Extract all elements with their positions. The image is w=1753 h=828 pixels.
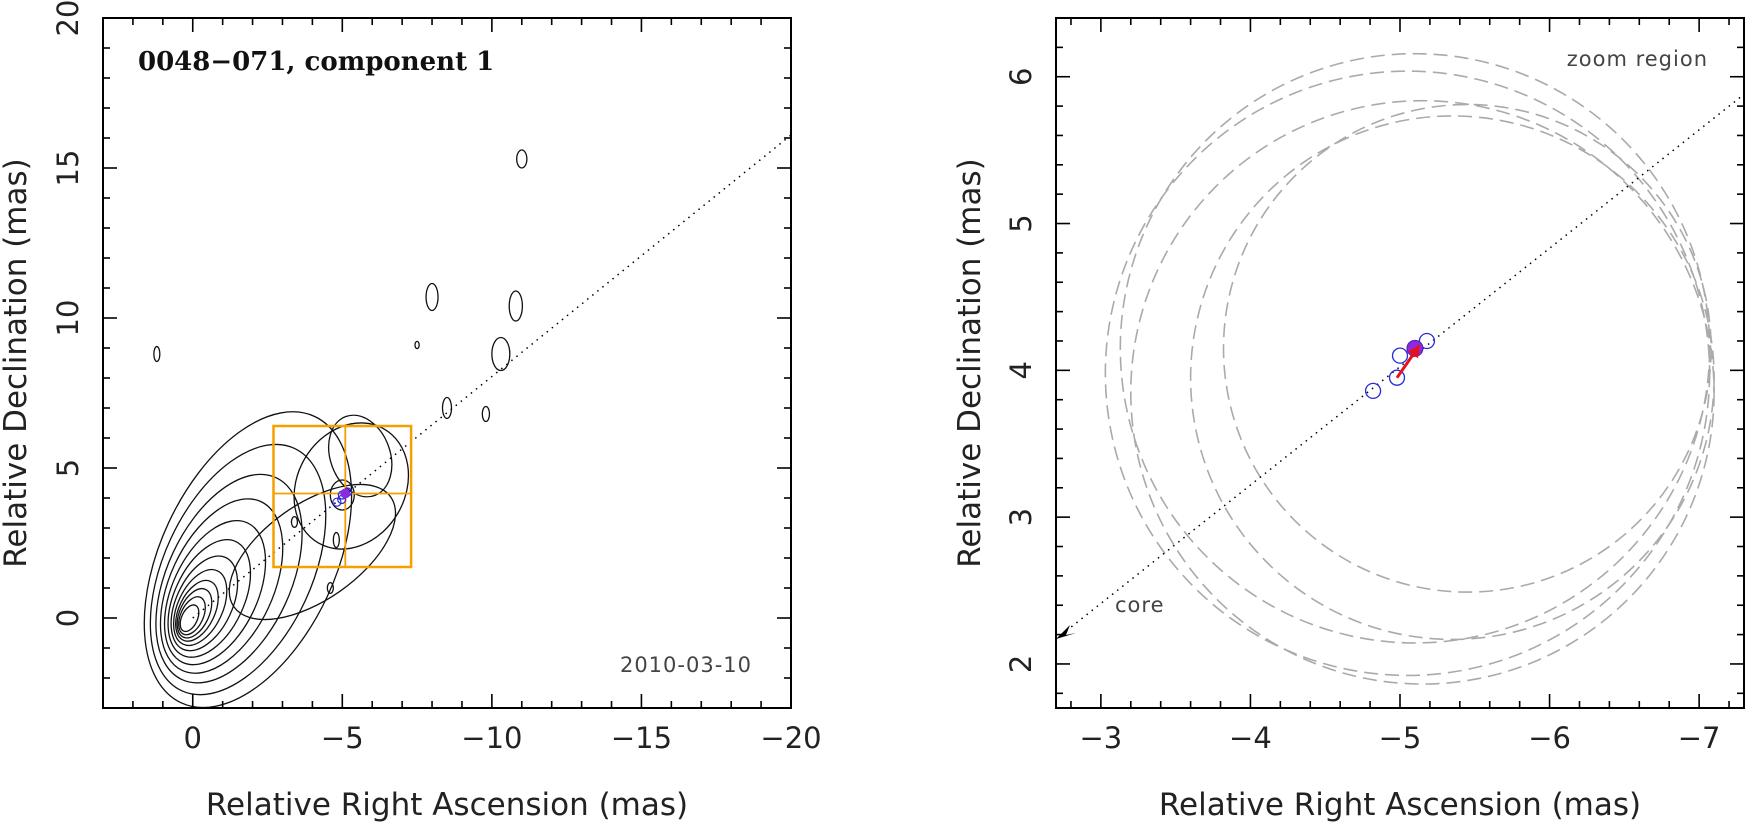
x-tick-label: −6 xyxy=(1528,721,1571,755)
observation-date: 2010-03-10 xyxy=(620,653,752,677)
core-contour xyxy=(172,568,228,647)
left-y-axis-label: Relative Declination (mas) xyxy=(0,158,34,568)
isolated-contour xyxy=(516,149,528,169)
isolated-contour xyxy=(326,581,334,595)
x-tick-label: −10 xyxy=(461,721,522,755)
right-axis-ticks: −3 −4 −5 −6 −7 2 3 4 5 6 xyxy=(1004,17,1744,755)
component-position-marker xyxy=(1388,369,1406,386)
y-tick-label: 0 xyxy=(51,609,85,627)
y-tick-label: 3 xyxy=(1004,508,1038,526)
panel-title: 0048−071, component 1 xyxy=(138,47,494,77)
component-position-marker xyxy=(1418,332,1436,350)
jet-contour xyxy=(328,414,393,498)
component-position-marker xyxy=(1391,347,1409,364)
jet-contour xyxy=(228,483,397,621)
isolated-contour xyxy=(441,396,453,420)
jet-contour xyxy=(293,422,410,550)
y-tick-label: 4 xyxy=(1004,361,1038,379)
isolated-contour xyxy=(508,290,524,322)
x-tick-label: −20 xyxy=(760,721,821,755)
core-direction-arrow xyxy=(1056,625,1076,639)
uncertainty-circle xyxy=(1222,103,1712,593)
isolated-contour xyxy=(425,282,439,312)
y-tick-label: 20 xyxy=(51,0,85,36)
x-tick-label: −5 xyxy=(1379,721,1422,755)
core-contour xyxy=(143,411,353,709)
core-contour xyxy=(176,587,213,639)
isolated-contour xyxy=(290,515,299,529)
core-label: core xyxy=(1115,593,1165,617)
x-tick-label: −15 xyxy=(611,721,672,755)
y-tick-label: 15 xyxy=(51,150,85,187)
velocity-arrow-head xyxy=(1407,345,1420,359)
x-tick-label: −3 xyxy=(1079,721,1122,755)
isolated-contour xyxy=(414,340,420,350)
jet-direction-line xyxy=(1056,93,1744,640)
left-x-axis-label: Relative Right Ascension (mas) xyxy=(206,787,688,823)
isolated-contour xyxy=(491,336,511,372)
jet-direction-dotted-line xyxy=(192,134,792,619)
left-plot-frame xyxy=(102,17,792,709)
x-tick-label: 0 xyxy=(184,721,202,755)
contour-layer xyxy=(143,149,528,709)
core-contour xyxy=(175,579,219,642)
right-zoom-panel: −3 −4 −5 −6 −7 2 3 4 5 6 zoom region core Relativ… xyxy=(952,17,1745,823)
y-tick-label: 2 xyxy=(1004,655,1038,673)
right-x-axis-label: Relative Right Ascension (mas) xyxy=(1159,787,1641,823)
jet-direction-line xyxy=(192,134,792,619)
core-contour xyxy=(170,555,239,652)
zoom-region-box xyxy=(272,424,413,569)
uncertainty-circle xyxy=(1119,52,1711,644)
isolated-contour xyxy=(481,405,491,423)
y-tick-label: 5 xyxy=(1004,214,1038,232)
x-tick-label: −4 xyxy=(1229,721,1272,755)
core-contour xyxy=(179,604,200,633)
isolated-contour xyxy=(153,345,161,363)
x-tick-label: −7 xyxy=(1678,721,1721,755)
component-markers xyxy=(1364,332,1436,400)
y-tick-label: 5 xyxy=(51,459,85,477)
component-position-marker xyxy=(332,497,342,507)
right-y-axis-label: Relative Declination (mas) xyxy=(952,158,988,568)
mean-position-marker xyxy=(340,488,351,499)
component-markers xyxy=(332,487,353,507)
uncertainty-circle xyxy=(1129,99,1715,685)
zoom-region-label: zoom region xyxy=(1567,47,1708,71)
y-tick-label: 6 xyxy=(1004,67,1038,85)
isolated-contour xyxy=(332,531,340,549)
core-contour xyxy=(149,443,327,696)
left-contour-map-panel: 0 −5 −10 −15 −20 0 5 10 15 20 0048−071, component… xyxy=(0,0,822,823)
uncertainty-circles xyxy=(1104,52,1715,685)
core-contour xyxy=(159,498,284,674)
x-tick-label: −5 xyxy=(321,721,364,755)
core-contour xyxy=(163,519,267,666)
jet-contour xyxy=(329,479,355,511)
uncertainty-circle xyxy=(1189,115,1715,641)
core-contour xyxy=(155,473,303,684)
jet-direction-dotted-line xyxy=(1056,93,1744,640)
y-tick-label: 10 xyxy=(51,300,85,337)
left-axis-ticks: 0 −5 −10 −15 −20 0 5 10 15 20 xyxy=(51,0,822,755)
core-contour xyxy=(178,596,206,636)
component-position-marker xyxy=(1364,382,1382,400)
